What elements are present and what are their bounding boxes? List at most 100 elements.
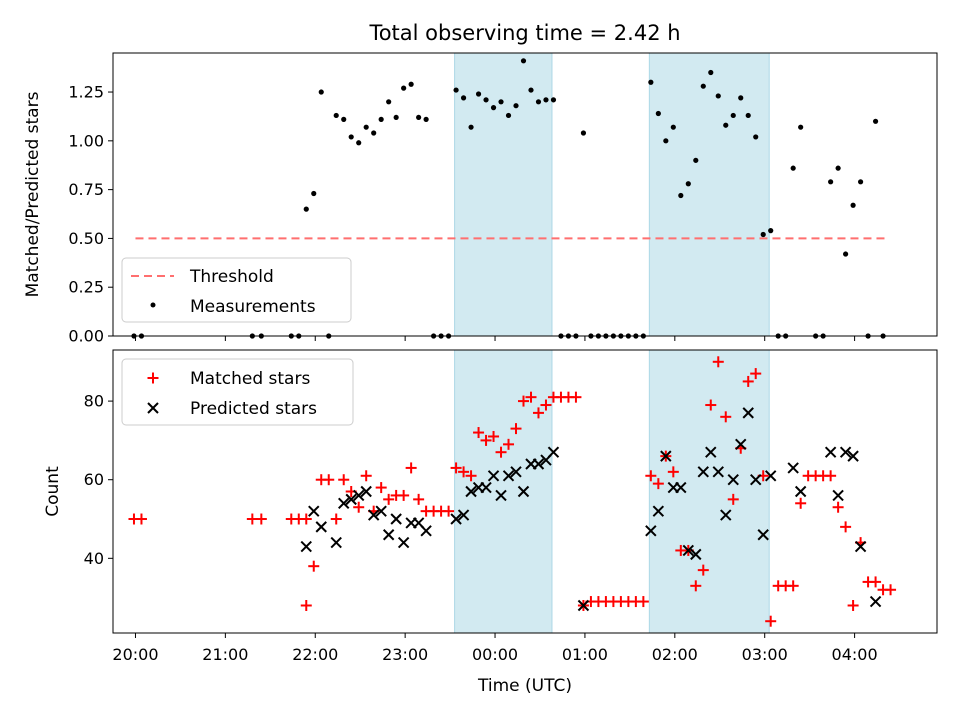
matched-star-point bbox=[645, 470, 657, 482]
y-tick-label: 0.75 bbox=[68, 180, 104, 199]
measurement-point bbox=[460, 95, 467, 101]
matched-star-point bbox=[255, 513, 267, 525]
matched-star-point bbox=[360, 470, 372, 482]
predicted-star-point bbox=[330, 536, 342, 549]
predicted-star-point bbox=[487, 470, 500, 482]
matched-star-point bbox=[383, 493, 395, 505]
top-y-axis-label: Matched/Predicted stars bbox=[23, 91, 43, 297]
marker-stroke bbox=[487, 470, 500, 482]
marker-stroke bbox=[360, 485, 372, 498]
x-axis-label: Time (UTC) bbox=[477, 676, 572, 696]
bottom-y-axis-label: Count bbox=[43, 466, 63, 517]
marker-stroke bbox=[854, 540, 867, 553]
matched-star-point bbox=[795, 497, 807, 509]
bottom-legend-box bbox=[121, 358, 354, 426]
marker-stroke bbox=[510, 466, 522, 478]
measurement-point bbox=[843, 251, 849, 257]
matched-star-point bbox=[405, 462, 417, 474]
y-tick-label: 0.50 bbox=[68, 229, 104, 248]
measurement-point bbox=[528, 87, 534, 93]
marker-stroke bbox=[735, 438, 747, 451]
marker-stroke bbox=[390, 513, 402, 525]
measurement-point bbox=[416, 114, 422, 121]
y-tick-label: 80 bbox=[84, 392, 104, 411]
x-tick-label: 20:00 bbox=[112, 645, 158, 664]
predicted-star-point bbox=[869, 595, 882, 608]
predicted-star-point bbox=[420, 525, 432, 537]
measurement-point bbox=[543, 97, 549, 103]
matched-star-point bbox=[300, 513, 312, 525]
y-tick-label: 60 bbox=[84, 470, 104, 489]
matched-star-point bbox=[825, 470, 837, 482]
y-tick-label: 1.25 bbox=[68, 83, 104, 102]
predicted-star-point bbox=[787, 462, 799, 474]
bottom-y-ticks: 40 60 80 bbox=[84, 392, 113, 568]
matched-star-point bbox=[413, 493, 425, 505]
marker-stroke bbox=[450, 513, 462, 525]
matched-star-point bbox=[742, 375, 754, 387]
x-tick-label: 04:00 bbox=[832, 645, 878, 664]
marker-stroke bbox=[532, 458, 545, 470]
bottom-x-ticks: 20:00 21:00 22:00 23:00 00:00 01:00 02:00 03:00… bbox=[112, 633, 878, 664]
y-tick-label: 1.00 bbox=[68, 131, 104, 150]
legend-cross-marker bbox=[147, 402, 159, 414]
y-tick-label: 40 bbox=[84, 549, 104, 568]
measurement-point bbox=[371, 130, 377, 136]
measurement-point bbox=[550, 97, 557, 103]
bottom-plot-frame bbox=[112, 349, 938, 634]
measurement-point bbox=[401, 85, 407, 91]
measurement-point bbox=[490, 105, 497, 111]
matched-star-point bbox=[885, 584, 897, 596]
measurement-point bbox=[730, 112, 736, 119]
measurement-point bbox=[498, 99, 504, 105]
marker-stroke bbox=[832, 489, 844, 502]
matched-star-point bbox=[720, 411, 732, 423]
marker-stroke bbox=[308, 505, 320, 517]
marker-stroke bbox=[847, 450, 859, 462]
marker-stroke bbox=[495, 489, 507, 502]
predicted-star-point bbox=[390, 513, 402, 525]
matched-star-point bbox=[690, 580, 702, 592]
bottom-panel: 40 60 80 20:00 21:00 22:00 23:00 00:00 01:00 02:… bbox=[43, 349, 938, 696]
measurement-point bbox=[341, 116, 347, 122]
marker-stroke bbox=[652, 505, 665, 517]
marker-stroke bbox=[412, 517, 425, 529]
measurement-point bbox=[678, 192, 684, 199]
matched-star-point bbox=[353, 501, 365, 513]
marker-stroke bbox=[757, 529, 769, 541]
measurement-point bbox=[378, 116, 384, 122]
predicted-star-point bbox=[735, 438, 747, 451]
measurement-point bbox=[453, 87, 459, 93]
x-tick-label: 23:00 bbox=[382, 645, 428, 664]
matched-star-point bbox=[398, 489, 410, 501]
marker-stroke bbox=[300, 540, 312, 553]
predicted-star-point bbox=[338, 497, 350, 509]
measurement-point bbox=[798, 124, 804, 130]
matched-star-point bbox=[323, 474, 335, 486]
measurement-point bbox=[535, 99, 542, 105]
measurement-point bbox=[423, 116, 429, 122]
predicted-star-point bbox=[824, 446, 837, 458]
legend-matched-label: Matched stars bbox=[190, 369, 310, 389]
measurement-point bbox=[828, 179, 834, 185]
matched-star-point bbox=[540, 399, 552, 411]
marker-stroke bbox=[794, 485, 807, 498]
x-tick-label: 01:00 bbox=[562, 645, 608, 664]
measurement-point bbox=[693, 157, 699, 163]
predicted-star-point bbox=[382, 529, 395, 541]
predicted-star-point bbox=[757, 529, 769, 541]
matched-star-point bbox=[532, 407, 544, 419]
marker-stroke bbox=[660, 450, 672, 462]
y-tick-label: 0.00 bbox=[68, 327, 104, 346]
marker-stroke bbox=[697, 466, 709, 478]
predicted-star-point bbox=[847, 450, 859, 462]
marker-stroke bbox=[869, 595, 882, 608]
marker-stroke bbox=[727, 474, 739, 486]
legend-predicted-swatch bbox=[147, 402, 159, 414]
predicted-star-point bbox=[367, 509, 380, 521]
predicted-star-point bbox=[397, 536, 410, 549]
measurement-point bbox=[850, 202, 856, 208]
marker-stroke bbox=[712, 466, 724, 478]
marker-stroke bbox=[839, 446, 852, 458]
